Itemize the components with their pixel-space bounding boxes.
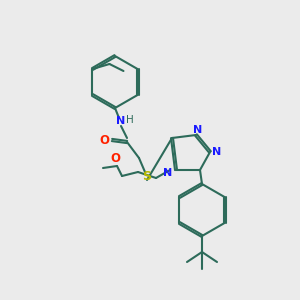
Text: N: N: [212, 147, 222, 157]
Text: N: N: [116, 116, 126, 126]
Text: H: H: [126, 115, 134, 125]
Text: O: O: [99, 134, 109, 146]
Text: N: N: [194, 125, 202, 135]
Text: N: N: [164, 168, 172, 178]
Text: O: O: [110, 152, 120, 166]
Text: S: S: [142, 169, 152, 182]
